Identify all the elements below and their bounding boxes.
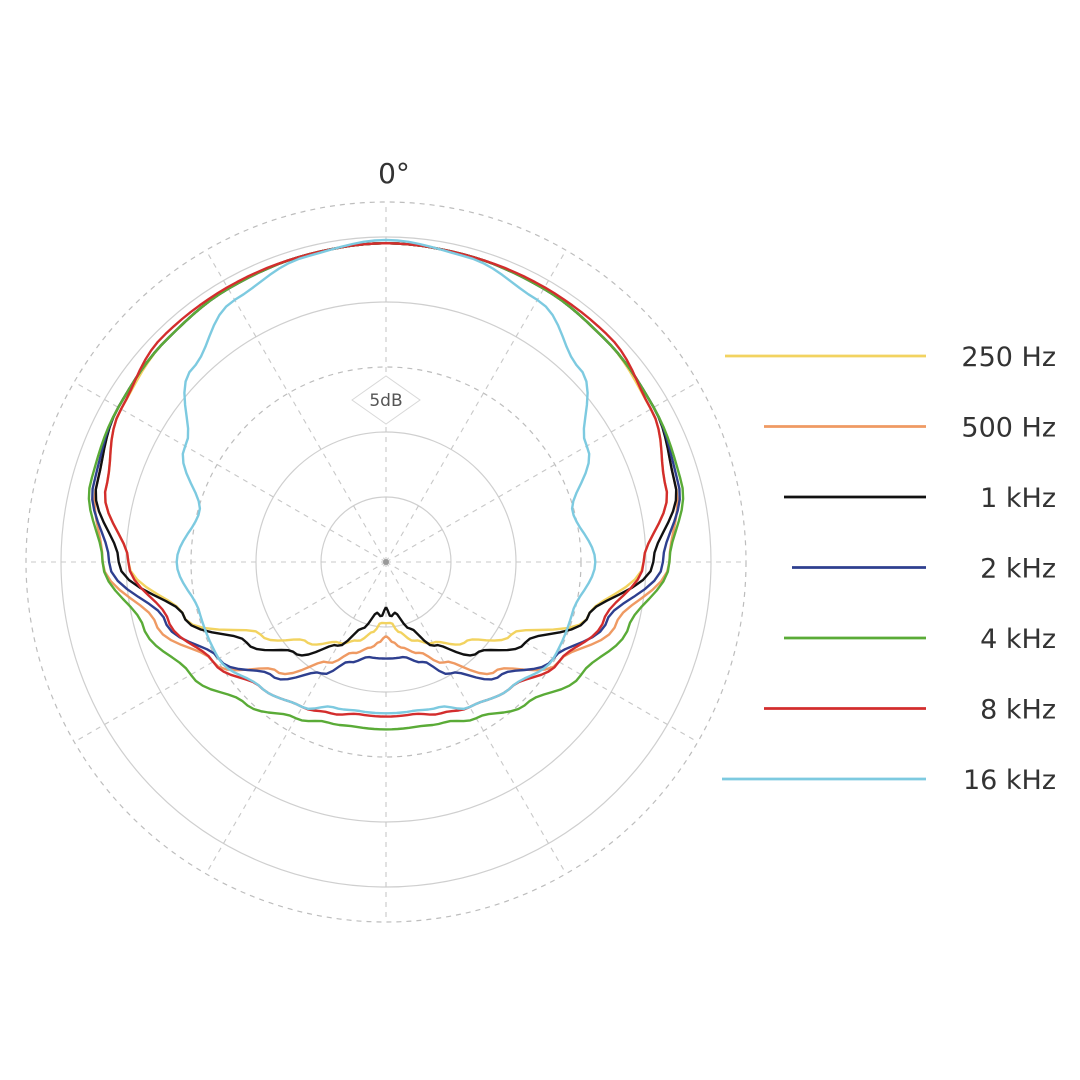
grid-spoke-300 [73,381,387,563]
grid-spoke-60 [385,381,699,563]
center-dot [383,559,389,565]
legend-label-6: 16 kHz [963,765,1056,796]
legend-label-3: 2 kHz [980,554,1056,585]
legend: 250 Hz 500 Hz 1 kHz 2 kHz 4 kHz 8 kHz 16 kHz [722,342,1056,796]
scale-marker-box [351,375,421,425]
grid-ring-6 [25,201,747,923]
grid-spoke-30 [385,249,567,563]
legend-label-2: 1 kHz [980,483,1056,514]
scale-label: 5dB [369,391,402,411]
legend-label-4: 4 kHz [980,624,1056,655]
series-line-6 [175,238,597,715]
angle-label-0deg: 0° [378,157,410,190]
grid-spoke-240 [73,561,387,743]
scale-marker: 5dB [351,375,421,425]
series-layer [87,238,685,731]
grid-spoke-120 [385,561,699,743]
polar-grid [25,201,747,923]
series-line-5 [103,241,669,718]
legend-label-0: 250 Hz [961,342,1056,373]
legend-label-1: 500 Hz [961,413,1056,444]
grid-spoke-330 [205,249,387,563]
legend-label-5: 8 kHz [980,695,1056,726]
